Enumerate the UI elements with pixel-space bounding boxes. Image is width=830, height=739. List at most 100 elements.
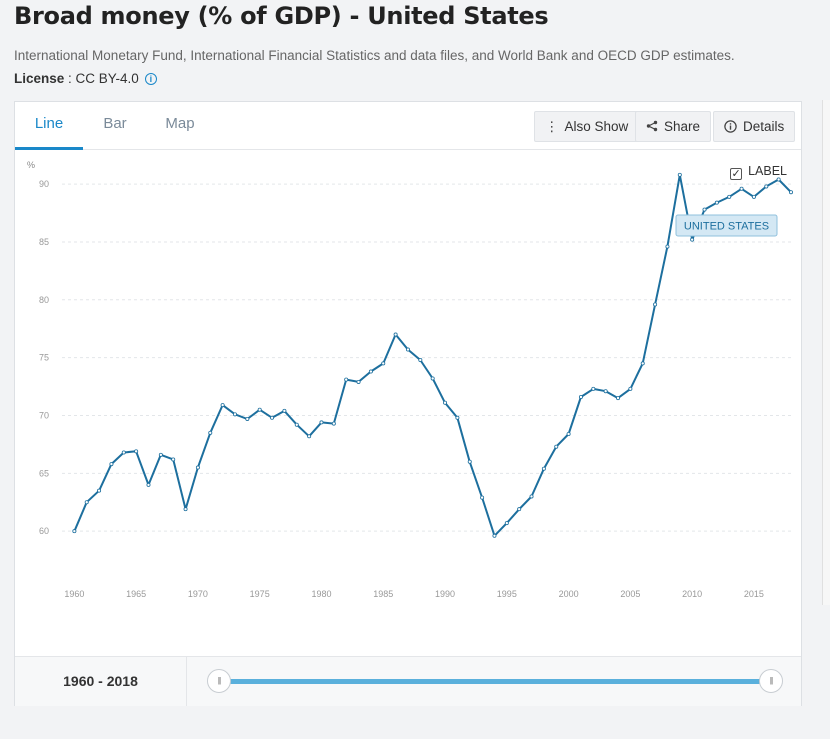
data-point [294, 422, 299, 427]
side-panel-edge [822, 100, 830, 605]
x-tick-label: 2000 [559, 589, 579, 599]
data-point [492, 533, 497, 538]
data-point [764, 184, 769, 189]
y-tick-label: 70 [39, 410, 49, 420]
data-point [541, 466, 546, 471]
data-point [344, 377, 349, 382]
source-note: International Monetary Fund, Internation… [14, 48, 735, 63]
x-tick-label: 1985 [373, 589, 393, 599]
tab-map[interactable]: Map [165, 115, 195, 132]
data-point [690, 237, 695, 242]
data-point [640, 361, 645, 366]
x-tick-label: 2005 [620, 589, 640, 599]
range-bar: 1960 - 2018 ||| ||| [15, 656, 801, 706]
data-point [751, 194, 756, 199]
data-point [776, 177, 781, 182]
data-point [195, 465, 200, 470]
data-point [220, 403, 225, 408]
share-icon [646, 112, 658, 141]
data-point [381, 361, 386, 366]
data-point [578, 394, 583, 399]
data-point [109, 462, 114, 467]
data-point [158, 452, 163, 457]
data-point [307, 434, 312, 439]
data-point [727, 194, 732, 199]
x-tick-label: 1960 [64, 589, 84, 599]
y-tick-label: 90 [39, 179, 49, 189]
x-tick-label: 1970 [188, 589, 208, 599]
data-point [171, 457, 176, 462]
label-toggle[interactable]: ✓ LABEL [730, 164, 787, 180]
x-tick-label: 1965 [126, 589, 146, 599]
data-point [84, 500, 89, 505]
range-slider-track[interactable] [219, 679, 771, 684]
data-point [270, 415, 275, 420]
share-button[interactable]: Share [635, 111, 712, 142]
vertical-dots-icon: ⋮ [545, 119, 559, 134]
data-point [443, 400, 448, 405]
data-point [529, 494, 534, 499]
x-tick-label: 2010 [682, 589, 702, 599]
y-tick-label: 65 [39, 468, 49, 478]
data-point [282, 408, 287, 413]
also-show-button[interactable]: ⋮ Also Show [534, 111, 640, 142]
data-point [517, 507, 522, 512]
data-point [616, 396, 621, 401]
data-point [97, 488, 102, 493]
x-tick-label: 1980 [311, 589, 331, 599]
data-point [208, 430, 213, 435]
y-tick-label: 80 [39, 295, 49, 305]
data-point [566, 431, 571, 436]
series-label-united-states: UNITED STATES [684, 221, 769, 233]
data-point [134, 449, 139, 454]
x-tick-label: 1995 [497, 589, 517, 599]
data-point [665, 244, 670, 249]
y-axis-label: % [27, 160, 35, 170]
data-point [368, 369, 373, 374]
license-line: License : CC BY-4.0 i [14, 71, 157, 86]
data-point [393, 332, 398, 337]
share-label: Share [664, 119, 701, 134]
x-tick-label: 2015 [744, 589, 764, 599]
data-point [232, 412, 237, 417]
data-point [121, 450, 126, 455]
details-button[interactable]: Details [713, 111, 796, 142]
data-point [455, 415, 460, 420]
y-tick-label: 60 [39, 526, 49, 536]
x-tick-label: 1990 [435, 589, 455, 599]
data-point [430, 376, 435, 381]
data-point [702, 207, 707, 212]
data-point [628, 386, 633, 391]
data-point [739, 186, 744, 191]
line-chart: % 60 65 70 75 80 85 90 1960 1965 1970 1975 1980 1985 1… [27, 160, 794, 599]
data-point [591, 386, 596, 391]
range-text: 1960 - 2018 [15, 657, 187, 706]
data-point [714, 200, 719, 205]
data-point [653, 302, 658, 307]
tab-bar[interactable]: Bar [103, 115, 127, 132]
data-point [146, 482, 151, 487]
data-point [789, 190, 794, 195]
range-slider-end-handle[interactable]: ||| [759, 669, 783, 693]
data-point [418, 357, 423, 362]
info-icon[interactable]: i [144, 73, 157, 85]
chart-area: % 60 65 70 75 80 85 90 1960 1965 1970 1975 1980 1985 1… [15, 151, 801, 656]
data-point [356, 379, 361, 384]
license-value: : CC BY-4.0 [64, 71, 139, 86]
label-checkbox[interactable]: ✓ [730, 168, 743, 180]
also-show-label: Also Show [564, 119, 629, 134]
chart-panel: Line Bar Map ⋮ Also Show Share Details % 6… [14, 101, 802, 706]
data-point [183, 507, 188, 512]
data-point [405, 347, 410, 352]
data-point [257, 407, 262, 412]
tab-line[interactable]: Line [15, 102, 83, 150]
data-point [480, 495, 485, 500]
data-point [319, 420, 324, 425]
range-slider-start-handle[interactable]: ||| [207, 669, 231, 693]
license-label: License [14, 71, 65, 86]
x-tick-label: 1975 [250, 589, 270, 599]
data-point [72, 529, 77, 534]
data-point [603, 389, 608, 394]
data-point [331, 421, 336, 426]
y-tick-label: 85 [39, 237, 49, 247]
